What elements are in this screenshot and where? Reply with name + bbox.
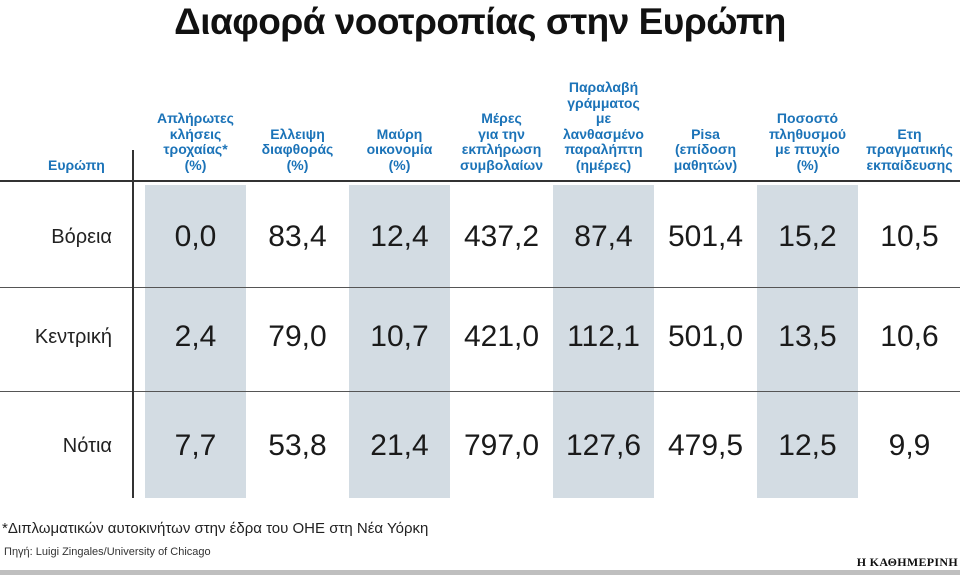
row-label: Βόρεια bbox=[51, 226, 112, 248]
row-divider bbox=[0, 287, 960, 288]
row-divider bbox=[0, 391, 960, 392]
data-cell: 2,4 bbox=[174, 320, 217, 353]
data-cell: 13,5 bbox=[778, 320, 837, 353]
column-header: Pisa (επίδοση μαθητών) bbox=[673, 125, 738, 173]
row-header-label: Ευρώπη bbox=[48, 156, 105, 173]
data-cell: 7,7 bbox=[174, 429, 217, 462]
data-cell: 21,4 bbox=[370, 429, 429, 462]
data-cell: 12,5 bbox=[778, 429, 837, 462]
shaded-column-band bbox=[757, 185, 858, 498]
data-cell: 12,4 bbox=[370, 220, 429, 253]
column-header: Μαύρη οικονομία (%) bbox=[366, 125, 433, 173]
data-cell: 10,6 bbox=[880, 320, 939, 353]
bottom-bar bbox=[0, 570, 960, 575]
data-cell: 421,0 bbox=[463, 320, 540, 353]
footnote: *Διπλωματικών αυτοκινήτων στην έδρα του … bbox=[2, 520, 429, 537]
data-cell: 9,9 bbox=[888, 429, 931, 462]
shaded-column-band bbox=[145, 185, 246, 498]
data-cell: 501,0 bbox=[667, 320, 744, 353]
shaded-column-band bbox=[553, 185, 654, 498]
data-cell: 15,2 bbox=[778, 220, 837, 253]
data-cell: 10,7 bbox=[370, 320, 429, 353]
data-cell: 797,0 bbox=[463, 429, 540, 462]
label-column-divider bbox=[132, 150, 134, 498]
data-cell: 0,0 bbox=[174, 220, 217, 253]
data-cell: 10,5 bbox=[880, 220, 939, 253]
source-note: Πηγή: Luigi Zingales/University of Chica… bbox=[4, 546, 211, 558]
data-cell: 501,4 bbox=[667, 220, 744, 253]
column-header: Ετη πραγματικής εκπαίδευσης bbox=[866, 125, 953, 173]
row-label: Κεντρική bbox=[34, 326, 112, 348]
publisher-logo: Η ΚΑΘΗΜΕΡΙΝΗ bbox=[856, 555, 958, 569]
column-header: Παραλαβή γράμματος με λανθασμένο παραλήπ… bbox=[563, 79, 644, 173]
row-label: Νότια bbox=[62, 435, 112, 457]
data-cell: 87,4 bbox=[574, 220, 633, 253]
column-header: Ελλειψη διαφθοράς (%) bbox=[261, 125, 334, 173]
shaded-column-band bbox=[349, 185, 450, 498]
column-header: Μέρες για την εκπλήρωση συμβολαίων bbox=[459, 110, 544, 173]
data-cell: 112,1 bbox=[567, 320, 640, 353]
chart-title: Διαφορά νοοτροπίας στην Ευρώπη bbox=[174, 1, 786, 42]
column-header: Απλήρωτες κλήσεις τροχαίας* (%) bbox=[157, 110, 234, 173]
data-cell: 79,0 bbox=[268, 320, 327, 353]
data-cell: 53,8 bbox=[268, 429, 327, 462]
data-cell: 437,2 bbox=[463, 220, 540, 253]
header-divider bbox=[0, 180, 960, 182]
data-cell: 479,5 bbox=[667, 429, 744, 462]
data-cell: 83,4 bbox=[268, 220, 327, 253]
data-cell: 127,6 bbox=[565, 429, 642, 462]
column-header: Ποσοστό πληθυσμού με πτυχίο (%) bbox=[768, 110, 847, 173]
